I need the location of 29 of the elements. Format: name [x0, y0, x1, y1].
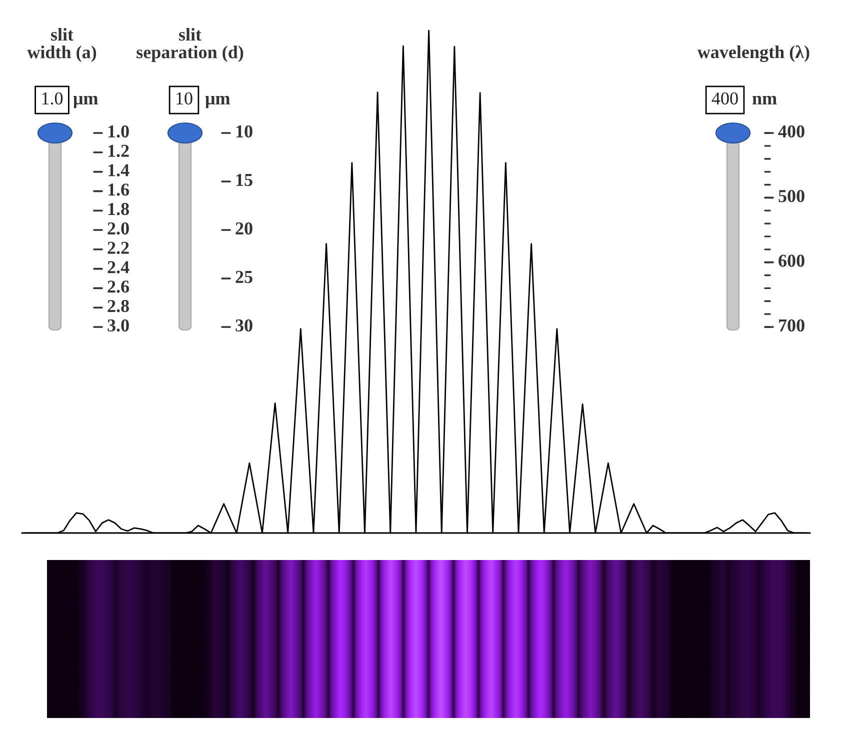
annotation: 500 — [778, 190, 804, 202]
annotation: 2.4 — [108, 261, 130, 274]
annotation: 700 — [779, 319, 804, 332]
annotation: wavelength (λ) — [697, 45, 810, 62]
annotation: slit width (a) — [27, 28, 96, 62]
annotation: 400 — [712, 92, 738, 105]
annotation: nm — [752, 96, 777, 104]
annotation: μm — [73, 96, 98, 108]
annotation: 400 — [778, 125, 804, 138]
annotation: 15 — [236, 174, 252, 186]
annotation: 2.6 — [108, 280, 130, 293]
annotation: μm — [205, 96, 230, 108]
annotation: 600 — [778, 254, 804, 267]
annotation: 30 — [236, 319, 252, 332]
annotation: 1.0 — [42, 92, 63, 105]
annotation: 20 — [236, 222, 252, 235]
annotation: 1.8 — [108, 202, 129, 216]
annotation: slit separation (d) — [136, 28, 244, 62]
annotation: 2.8 — [108, 300, 129, 312]
annotation: 2.2 — [108, 242, 129, 254]
annotation: 3.0 — [108, 319, 129, 332]
annotation: 25 — [236, 270, 252, 284]
annotation: 1.2 — [108, 144, 129, 157]
annotation: 10 — [176, 92, 192, 105]
annotation: 1.6 — [108, 184, 130, 196]
annotation: 10 — [236, 125, 252, 138]
annotation: 2.0 — [108, 222, 129, 235]
annotation: 1.0 — [108, 125, 129, 138]
annotation: 1.4 — [108, 164, 130, 176]
